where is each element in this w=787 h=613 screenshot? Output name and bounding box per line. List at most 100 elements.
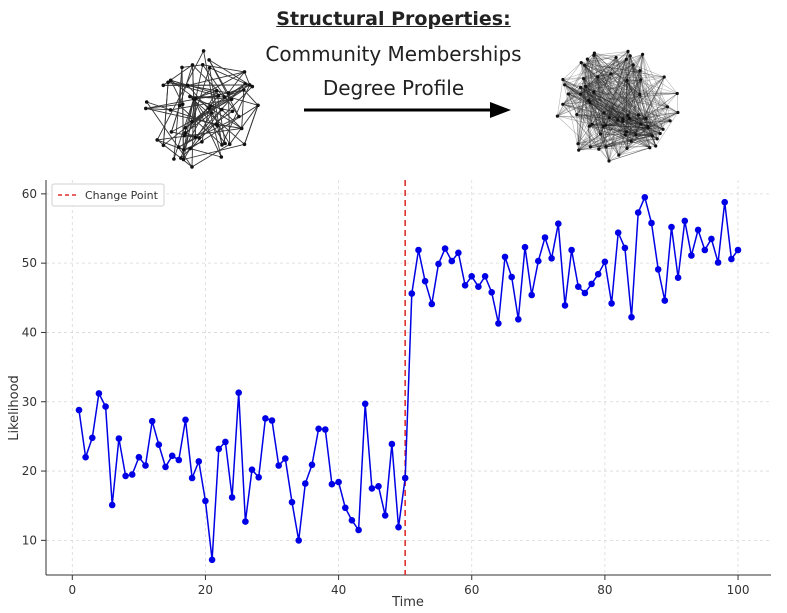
y-tick-label: 30 — [22, 395, 37, 409]
data-point — [628, 313, 635, 321]
data-point — [262, 415, 269, 422]
x-axis-ticks: 0 20 40 60 80 100 — [68, 575, 749, 597]
data-point — [561, 302, 569, 309]
likelihood-series-line — [78, 194, 739, 560]
x-tick-label: 0 — [68, 583, 76, 597]
data-point — [614, 229, 622, 236]
data-point — [688, 252, 695, 259]
data-point — [328, 480, 336, 488]
data-point — [142, 462, 149, 469]
data-point — [208, 556, 216, 564]
data-point — [222, 438, 229, 446]
data-point — [515, 316, 522, 323]
data-point — [381, 512, 389, 519]
data-point — [115, 435, 123, 442]
data-point — [588, 280, 595, 288]
y-tick-label: 50 — [22, 256, 37, 270]
data-point — [541, 234, 549, 241]
data-point — [668, 223, 675, 231]
data-point — [555, 220, 562, 227]
data-point — [661, 297, 669, 304]
data-point — [361, 400, 369, 408]
data-point — [674, 274, 682, 281]
data-point — [401, 474, 409, 482]
data-point — [535, 257, 542, 265]
data-point — [148, 417, 156, 425]
data-point — [288, 498, 296, 506]
data-point — [475, 283, 482, 290]
data-point — [322, 426, 329, 433]
data-point — [388, 440, 396, 448]
y-tick-label: 60 — [22, 187, 37, 201]
data-point — [461, 282, 469, 289]
data-point — [641, 194, 649, 201]
data-point — [355, 526, 362, 534]
data-point — [528, 291, 535, 299]
data-point — [268, 417, 276, 424]
x-tick-label: 40 — [331, 583, 346, 597]
y-tick-label: 20 — [22, 464, 37, 478]
data-point — [95, 390, 103, 397]
data-point — [575, 283, 582, 290]
data-point — [135, 453, 143, 461]
data-point — [282, 455, 289, 462]
data-point — [335, 478, 342, 486]
data-point — [455, 249, 462, 257]
data-point — [89, 434, 96, 442]
data-point — [594, 270, 602, 278]
data-point — [122, 472, 129, 480]
data-point — [568, 246, 575, 254]
property-degree-profile: Degree Profile — [322, 76, 465, 100]
data-point — [82, 453, 89, 461]
data-point — [295, 537, 303, 544]
data-point — [102, 403, 109, 410]
data-point — [215, 445, 223, 453]
axes — [45, 180, 771, 576]
data-point — [182, 416, 189, 424]
data-point — [308, 461, 316, 469]
x-tick-label: 80 — [597, 583, 612, 597]
data-point — [155, 441, 163, 449]
legend-box — [51, 183, 165, 207]
y-axis-ticks: 10 20 30 40 50 60 — [22, 187, 46, 547]
data-point — [548, 255, 555, 262]
sparse-network-icon — [144, 49, 260, 169]
data-point — [601, 258, 609, 266]
data-point — [162, 463, 169, 471]
likelihood-points — [75, 194, 742, 564]
data-point — [108, 501, 116, 509]
data-point — [302, 480, 309, 487]
page-title: Structural Properties: — [276, 8, 511, 30]
data-point — [701, 246, 709, 254]
likelihood-chart: 0 20 40 60 80 100 10 20 30 40 50 60 Time Likelihoo… — [7, 180, 771, 610]
data-point — [621, 244, 629, 252]
data-point — [734, 246, 742, 254]
data-point — [488, 289, 496, 296]
data-point — [275, 462, 283, 469]
data-point — [195, 458, 203, 465]
data-point — [708, 235, 715, 243]
data-point — [421, 277, 429, 285]
data-point — [408, 290, 416, 297]
data-point — [495, 320, 502, 327]
data-point — [168, 452, 176, 460]
data-point — [75, 406, 83, 414]
data-point — [501, 253, 509, 261]
x-tick-label: 20 — [198, 583, 213, 597]
legend: Change Point — [51, 183, 165, 207]
data-point — [721, 198, 728, 206]
x-axis-label: Time — [391, 595, 424, 610]
data-point — [681, 217, 689, 225]
legend-change-point-label: Change Point — [85, 189, 159, 202]
data-point — [175, 456, 183, 464]
data-point — [348, 517, 356, 524]
data-point — [648, 219, 655, 227]
data-point — [428, 300, 436, 308]
data-point — [654, 266, 662, 273]
data-point — [202, 497, 209, 505]
dense-network-icon — [555, 49, 680, 163]
data-point — [228, 494, 236, 501]
data-point — [481, 273, 489, 280]
data-point — [508, 273, 515, 281]
data-point — [634, 209, 642, 216]
